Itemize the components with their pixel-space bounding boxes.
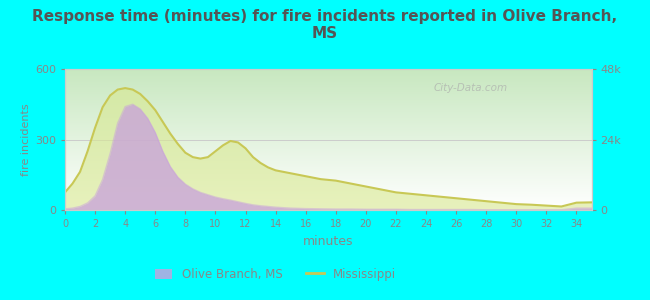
Text: City-Data.com: City-Data.com: [434, 83, 508, 93]
Legend: Olive Branch, MS, Mississippi: Olive Branch, MS, Mississippi: [150, 263, 401, 286]
X-axis label: minutes: minutes: [303, 235, 354, 248]
Text: Response time (minutes) for fire incidents reported in Olive Branch,
MS: Response time (minutes) for fire inciden…: [32, 9, 617, 41]
Y-axis label: fire incidents: fire incidents: [21, 103, 31, 176]
